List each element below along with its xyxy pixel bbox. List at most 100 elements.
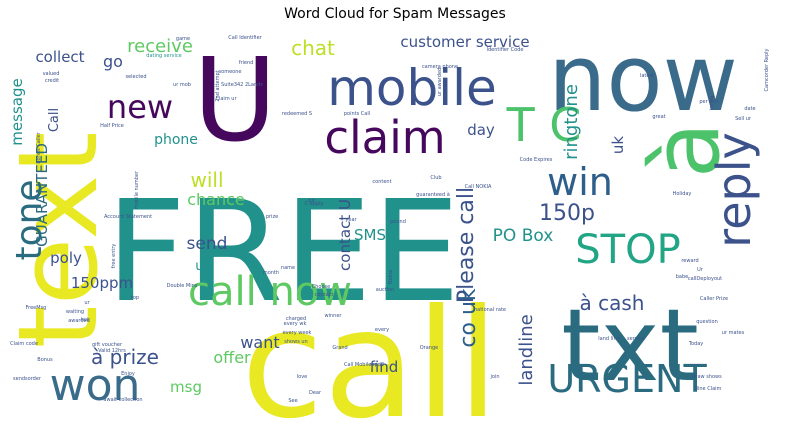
word-chat: chat bbox=[291, 36, 335, 60]
word-sell-ur: Sell ur bbox=[735, 116, 752, 122]
word-cash: à cash bbox=[580, 291, 645, 315]
word-msg: msg bbox=[170, 378, 202, 396]
word-ur: Ur bbox=[697, 267, 704, 273]
word-someone: someone bbox=[219, 69, 242, 75]
word-calldeployout: callDeployout bbox=[688, 276, 722, 282]
word-today: Today bbox=[688, 341, 704, 347]
word-collect: collect bbox=[35, 48, 84, 66]
word-national-rate: national rate bbox=[474, 307, 506, 313]
word-day: day bbox=[467, 121, 495, 139]
cloud-background bbox=[10, 30, 780, 418]
word-gift-voucher: gift voucher bbox=[92, 342, 123, 348]
word-offer: offer bbox=[213, 348, 251, 367]
word-free-entry: free entry bbox=[111, 244, 117, 269]
word-valid-12hrs: Valid 12hrs bbox=[98, 348, 126, 354]
word-ur: ur bbox=[195, 259, 209, 274]
word-month: month bbox=[263, 270, 279, 276]
word-dear: Dear bbox=[309, 390, 322, 396]
word-go: go bbox=[103, 52, 123, 71]
word-holiday: Holiday bbox=[673, 191, 692, 197]
word-hot: hot bbox=[81, 317, 89, 323]
word-trying: trying bbox=[709, 96, 715, 111]
word-selected: selected bbox=[125, 74, 146, 80]
word-poly: poly bbox=[50, 249, 82, 267]
word-shows-un: shows un bbox=[284, 339, 307, 345]
word-win: win bbox=[547, 160, 613, 204]
word-awarded: awarded bbox=[68, 318, 90, 324]
word-send: send bbox=[187, 234, 228, 254]
word-mobile-number: mobile number bbox=[134, 170, 140, 209]
word-won: won bbox=[50, 360, 141, 411]
word-babe: babe bbox=[676, 274, 689, 280]
word-every-wk: every wk bbox=[284, 321, 307, 327]
word-service: service bbox=[627, 336, 645, 342]
word-contact-u: contact U bbox=[336, 199, 354, 271]
word-call: Call bbox=[47, 108, 62, 132]
word-every: every bbox=[375, 327, 389, 333]
word-please-call: Please call bbox=[454, 187, 479, 303]
word-draw-shows: draw shows bbox=[692, 374, 722, 380]
word-winner: winner bbox=[325, 313, 343, 319]
word-code-expires: Code Expires bbox=[520, 157, 553, 163]
word-account-statement: Account Statement bbox=[104, 214, 152, 220]
word-u: U bbox=[193, 34, 277, 168]
word-charged: charged bbox=[286, 316, 306, 322]
word-landline: landline bbox=[516, 314, 537, 385]
word-150p: 150p bbox=[539, 201, 595, 226]
word-c-apply: C apply bbox=[305, 201, 324, 207]
word-every-week: every week bbox=[283, 330, 312, 336]
word-game: game bbox=[176, 36, 190, 42]
word-call: call bbox=[241, 278, 499, 425]
word-ur-mob: ur mob bbox=[173, 82, 191, 88]
word-friend: friend bbox=[239, 60, 254, 66]
word-auction: auction bbox=[376, 287, 395, 293]
word-double-mins: Double Mins bbox=[167, 283, 198, 289]
word-ur: ur bbox=[84, 300, 90, 306]
word-free: FREE bbox=[106, 171, 461, 334]
word-date: date bbox=[744, 106, 755, 112]
word-land-line: land line bbox=[598, 336, 619, 342]
word-guaranteed: guaranteed à bbox=[416, 191, 450, 198]
word-camcorder-reply: Camcorder Reply bbox=[764, 48, 770, 91]
word-great: great bbox=[652, 114, 665, 120]
word-150ppm: 150ppm bbox=[71, 274, 133, 292]
word-club: Club bbox=[430, 175, 441, 181]
word-stop: STOP bbox=[575, 227, 680, 273]
word-suite342-2lands: Suite342 2Lands bbox=[221, 82, 263, 88]
word-chance: chance bbox=[187, 190, 245, 209]
word-po-box: PO Box bbox=[493, 226, 554, 246]
word-choose: Choose bbox=[312, 284, 330, 290]
word-waiting: waiting bbox=[66, 309, 84, 315]
word-name: name bbox=[281, 265, 295, 271]
word-freemsg: FreeMsg bbox=[26, 305, 47, 311]
word-sms: SMS bbox=[354, 226, 386, 244]
word-dating-service: dating service bbox=[146, 53, 181, 59]
word-txt: txt bbox=[561, 287, 699, 404]
word-ringtone: ringtone bbox=[561, 84, 582, 160]
word-phone: phone bbox=[154, 132, 198, 148]
word-bonus: Bonus bbox=[37, 357, 53, 363]
word-credit: credit bbox=[45, 78, 59, 84]
word-t-c: T C bbox=[506, 98, 582, 152]
word-prize: prize bbox=[266, 214, 278, 220]
word-guaranteed: GUARANTEED bbox=[33, 143, 51, 247]
word-claim-code: Claim code bbox=[10, 341, 38, 347]
word-prize: à prize bbox=[91, 345, 159, 369]
word-2nd-attempt: 2nd attempt bbox=[215, 70, 221, 101]
word-new: new bbox=[107, 88, 173, 126]
word-call-identifier: Call Identifier bbox=[228, 35, 262, 41]
word-valued: valued bbox=[43, 71, 60, 77]
word-camera-phone: camera phone bbox=[422, 64, 458, 70]
word-ur-awarded: ur awarded bbox=[437, 68, 443, 96]
word-uk: uk bbox=[609, 136, 627, 155]
word-bonus-caller: Bonus Caller bbox=[36, 131, 42, 163]
word-now: now bbox=[548, 25, 738, 132]
word-per-min: per min bbox=[699, 99, 718, 105]
word-half-price: Half Price bbox=[100, 123, 124, 129]
word-call-now: call now bbox=[188, 269, 352, 315]
word-urgent: URGENT bbox=[547, 357, 707, 401]
word-latest: latest bbox=[640, 73, 654, 79]
word-orange: Orange bbox=[420, 345, 438, 351]
